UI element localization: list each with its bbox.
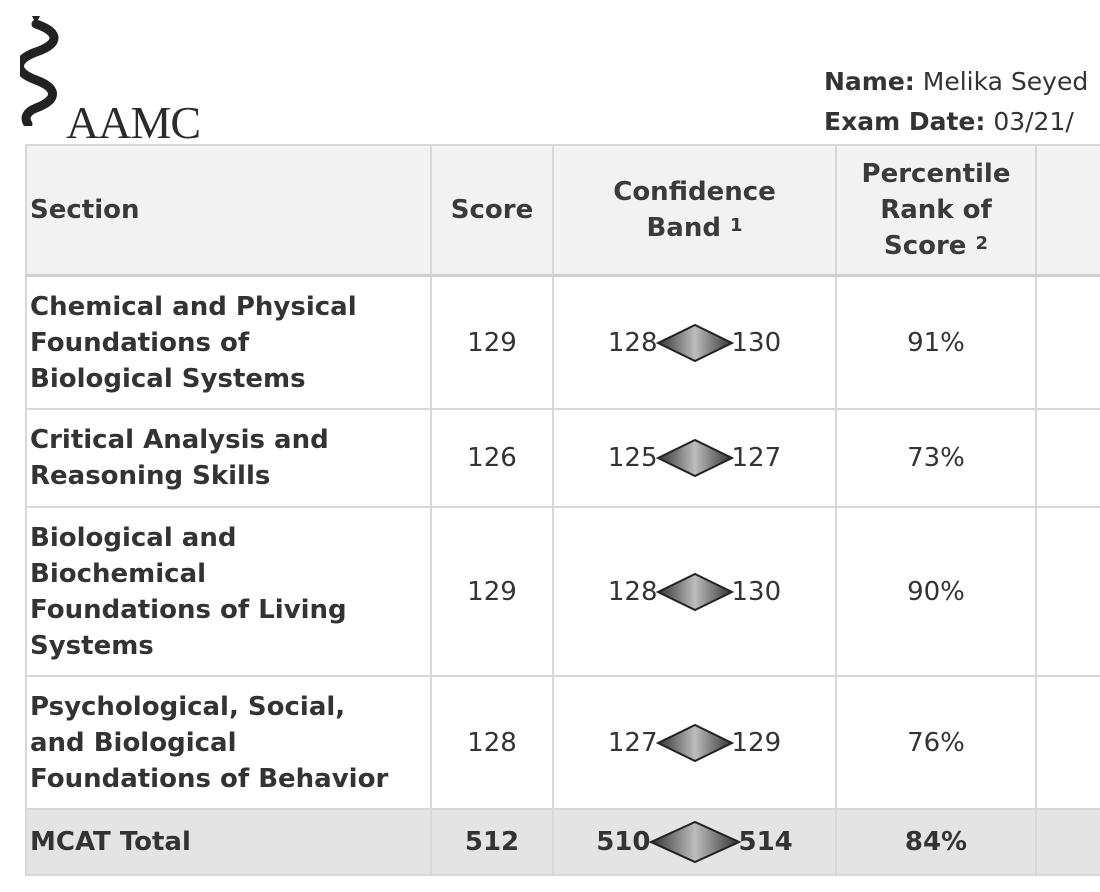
column-header-truncated: [1035, 144, 1100, 277]
truncated-cell: [1035, 506, 1100, 677]
total-confidence-band: 510 514: [552, 808, 837, 876]
section-line: Chemical and Physical: [30, 291, 357, 322]
section-line: Reasoning Skills: [30, 461, 271, 491]
confidence-band: 125 127: [552, 408, 837, 508]
band-low: 128: [607, 576, 658, 607]
total-row: MCAT Total 512 510 514 84%: [25, 808, 1100, 876]
footnote-marker-2: 2: [975, 233, 989, 254]
band-high: 514: [738, 827, 793, 857]
truncated-cell: [1035, 274, 1100, 410]
logo-text: AAMC: [66, 97, 201, 148]
diamond-icon: [655, 438, 734, 478]
exam-date-value: 03/21/: [993, 107, 1074, 136]
confidence-band: 127 129: [552, 675, 837, 810]
total-percentile-rank: 84%: [835, 808, 1037, 876]
section-score: 129: [430, 506, 554, 677]
pct-header-line2: Rank of: [880, 195, 992, 225]
section-name: Psychological, Social, and Biological Fo…: [25, 675, 432, 810]
section-line: and Biological: [30, 727, 237, 758]
section-name: Critical Analysis and Reasoning Skills: [25, 408, 432, 508]
band-low: 128: [607, 327, 658, 358]
diamond-icon: [655, 723, 734, 762]
truncated-cell: [1035, 808, 1100, 876]
name-label: Name:: [824, 67, 915, 96]
section-score: 129: [430, 274, 554, 410]
total-score: 512: [430, 808, 554, 876]
section-line: Biological and: [30, 522, 237, 553]
score-table: Section Score Confidence Band 1 Percenti…: [25, 144, 1100, 876]
total-label: MCAT Total: [25, 808, 432, 876]
aamc-logo: AAMC: [20, 14, 220, 146]
column-header-section: Section: [25, 144, 432, 277]
percentile-rank: 91%: [835, 274, 1037, 410]
band-low: 127: [607, 727, 658, 758]
band-header-line1: Confidence: [613, 177, 776, 207]
band-low: 510: [596, 827, 651, 857]
section-line: Foundations of Living: [30, 594, 347, 625]
band-low: 125: [607, 443, 658, 473]
name-value: Melika Seyed: [922, 67, 1089, 96]
section-line: Biochemical: [30, 558, 207, 589]
column-header-percentile: Percentile Rank of Score 2: [835, 144, 1037, 277]
percentile-rank: 90%: [835, 506, 1037, 677]
section-line: Foundations of: [30, 327, 250, 358]
exam-date-line: Exam Date: 03/21/: [824, 102, 1088, 142]
column-header-confidence-band: Confidence Band 1: [552, 144, 837, 277]
confidence-band: 128 130: [552, 506, 837, 677]
table-row: Chemical and Physical Foundations of Bio…: [25, 274, 1100, 410]
section-score: 128: [430, 675, 554, 810]
footnote-marker-1: 1: [730, 215, 743, 236]
band-high: 129: [731, 727, 782, 758]
diamond-icon: [655, 572, 734, 611]
truncated-cell: [1035, 408, 1100, 508]
band-high: 130: [731, 576, 782, 607]
name-line: Name: Melika Seyed: [824, 62, 1088, 102]
truncated-cell: [1035, 675, 1100, 810]
diamond-icon: [648, 820, 741, 864]
exam-date-label: Exam Date:: [824, 107, 986, 136]
section-line: Foundations of Behavior: [30, 763, 389, 794]
band-high: 130: [731, 327, 782, 358]
section-score: 126: [430, 408, 554, 508]
section-name: Chemical and Physical Foundations of Bio…: [25, 274, 432, 410]
section-name: Biological and Biochemical Foundations o…: [25, 506, 432, 677]
percentile-rank: 73%: [835, 408, 1037, 508]
table-row: Critical Analysis and Reasoning Skills 1…: [25, 408, 1100, 508]
table-header-row: Section Score Confidence Band 1 Percenti…: [25, 144, 1100, 277]
pct-header-line1: Percentile: [861, 159, 1011, 189]
column-header-score: Score: [430, 144, 554, 277]
patient-info: Name: Melika Seyed Exam Date: 03/21/: [824, 62, 1088, 142]
section-line: Psychological, Social,: [30, 691, 346, 722]
section-line: Biological Systems: [30, 363, 306, 394]
band-header-line2: Band: [646, 213, 721, 243]
section-line: Systems: [30, 630, 154, 661]
pct-header-line3: Score: [883, 231, 967, 261]
percentile-rank: 76%: [835, 675, 1037, 810]
section-line: Critical Analysis and: [30, 425, 329, 455]
table-row: Biological and Biochemical Foundations o…: [25, 506, 1100, 677]
band-high: 127: [731, 443, 782, 473]
table-row: Psychological, Social, and Biological Fo…: [25, 675, 1100, 810]
confidence-band: 128 130: [552, 274, 837, 410]
caduceus-icon: [20, 16, 59, 126]
diamond-icon: [655, 323, 734, 362]
